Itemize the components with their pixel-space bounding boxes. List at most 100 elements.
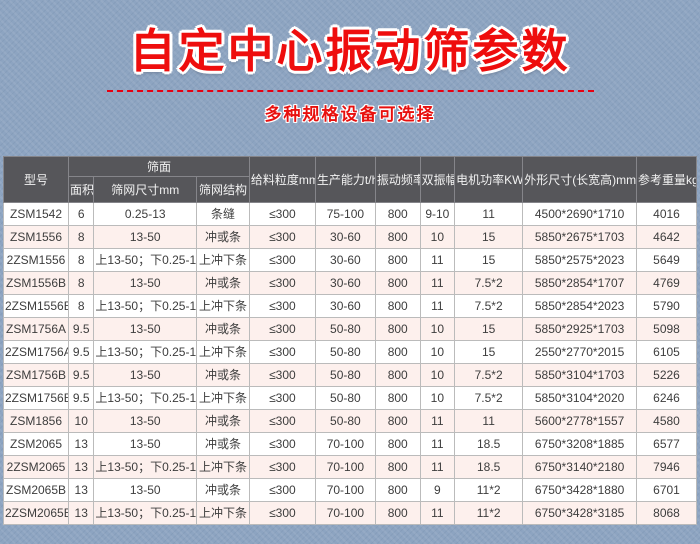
table-cell: 10: [68, 408, 95, 433]
table-row: 2ZSM2065B 13 上13-50；下0.25-13 上冲下条 ≤300 70-100…: [2, 500, 698, 525]
col-header-motor-power: 电机功率KW: [454, 155, 524, 203]
table-cell: 75-100: [314, 201, 376, 226]
table-cell: 13: [68, 500, 95, 525]
table-cell: ZSM2065B: [2, 477, 70, 502]
col-header-screen-surface: 筛面: [68, 155, 250, 177]
table-cell: 8: [68, 293, 95, 318]
table-cell: 18.5: [454, 454, 524, 479]
table-cell: 13-50: [93, 316, 198, 341]
table-cell: ≤300: [248, 316, 316, 341]
table-cell: ZSM1756B: [2, 362, 70, 387]
table-cell: 800: [374, 385, 421, 410]
table-cell: 4500*2690*1710: [522, 201, 637, 226]
col-header-frequency: 振动频率: [374, 155, 421, 203]
table-cell: 11*2: [454, 500, 524, 525]
table-cell: 5850*2854*2023: [522, 293, 637, 318]
table-cell: 13: [68, 477, 95, 502]
table-cell: ≤300: [248, 339, 316, 364]
table-cell: ZSM2065: [2, 431, 70, 456]
table-cell: 冲或条: [196, 477, 250, 502]
table-cell: 6750*3208*1885: [522, 431, 637, 456]
table-cell: 上13-50；下0.25-13: [93, 454, 198, 479]
table-cell: 10: [419, 224, 456, 249]
table-cell: 2ZSM1556: [2, 247, 70, 272]
spec-table: 型号 筛面 给料粒度mm 生产能力t/h 振动频率 双振幅 电机功率KW 外形尺…: [2, 155, 698, 525]
table-cell: 上冲下条: [196, 293, 250, 318]
table-cell: 50-80: [314, 408, 376, 433]
table-cell: ≤300: [248, 477, 316, 502]
table-cell: 13-50: [93, 270, 198, 295]
table-cell: 上13-50；下0.25-13: [93, 293, 198, 318]
table-cell: 4016: [635, 201, 698, 226]
table-cell: 2550*2770*2015: [522, 339, 637, 364]
col-header-feed-size: 给料粒度mm: [248, 155, 316, 203]
table-cell: 30-60: [314, 293, 376, 318]
table-row: 2ZSM1756B 9.5 上13-50；下0.25-13 上冲下条 ≤300 50-80…: [2, 385, 698, 410]
table-cell: ZSM1856: [2, 408, 70, 433]
table-cell: 50-80: [314, 385, 376, 410]
table-cell: ≤300: [248, 293, 316, 318]
table-cell: 6750*3140*2180: [522, 454, 637, 479]
table-cell: 15: [454, 247, 524, 272]
table-cell: 800: [374, 454, 421, 479]
table-cell: 10: [419, 339, 456, 364]
table-cell: ≤300: [248, 431, 316, 456]
table-cell: 7.5*2: [454, 385, 524, 410]
table-cell: 5098: [635, 316, 698, 341]
table-cell: 上冲下条: [196, 500, 250, 525]
table-cell: ≤300: [248, 201, 316, 226]
col-header-weight: 参考重量kg: [635, 155, 698, 203]
table-cell: 6105: [635, 339, 698, 364]
table-cell: 800: [374, 500, 421, 525]
table-cell: 70-100: [314, 431, 376, 456]
table-cell: 6: [68, 201, 95, 226]
table-cell: 冲或条: [196, 224, 250, 249]
table-cell: 11: [419, 454, 456, 479]
table-cell: 800: [374, 408, 421, 433]
table-cell: 18.5: [454, 431, 524, 456]
table-cell: 5850*2675*1703: [522, 224, 637, 249]
table-cell: 5850*2925*1703: [522, 316, 637, 341]
table-cell: 0.25-13: [93, 201, 198, 226]
table-cell: 70-100: [314, 500, 376, 525]
table-row: 2ZSM2065 13 上13-50；下0.25-13 上冲下条 ≤300 70-100 8…: [2, 454, 698, 479]
table-cell: 8068: [635, 500, 698, 525]
table-cell: 800: [374, 362, 421, 387]
spec-table-body: ZSM1542 6 0.25-13 条缝 ≤300 75-100 800 9-10 11 4500…: [2, 201, 698, 525]
col-header-area: 面积: [68, 175, 95, 203]
col-header-amplitude: 双振幅: [419, 155, 456, 203]
table-cell: 上13-50；下0.25-13: [93, 385, 198, 410]
table-cell: 800: [374, 339, 421, 364]
table-cell: 9: [419, 477, 456, 502]
page-subtitle: 多种规格设备可选择: [264, 104, 436, 124]
table-cell: 11*2: [454, 477, 524, 502]
table-cell: 50-80: [314, 362, 376, 387]
table-cell: 6750*3428*3185: [522, 500, 637, 525]
table-cell: 5850*3104*1703: [522, 362, 637, 387]
table-cell: 11: [419, 293, 456, 318]
table-cell: 9.5: [68, 339, 95, 364]
table-cell: 11: [419, 500, 456, 525]
table-cell: 冲或条: [196, 431, 250, 456]
table-cell: 5226: [635, 362, 698, 387]
table-cell: 5600*2778*1557: [522, 408, 637, 433]
table-row: ZSM1856 10 13-50 冲或条 ≤300 50-80 800 11 11 5600*27…: [2, 408, 698, 433]
hero-section: 自定中心振动筛参数 多种规格设备可选择: [0, 0, 700, 125]
table-cell: 上13-50；下0.25-13: [93, 247, 198, 272]
table-cell: 4580: [635, 408, 698, 433]
table-cell: 冲或条: [196, 408, 250, 433]
table-cell: 上冲下条: [196, 247, 250, 272]
table-cell: 800: [374, 201, 421, 226]
table-cell: ≤300: [248, 247, 316, 272]
table-cell: ZSM1756A: [2, 316, 70, 341]
col-header-mesh-size: 筛网尺寸mm: [93, 175, 198, 203]
table-cell: 上冲下条: [196, 385, 250, 410]
table-cell: 冲或条: [196, 270, 250, 295]
table-cell: 9.5: [68, 362, 95, 387]
table-row: 2ZSM1756A 9.5 上13-50；下0.25-13 上冲下条 ≤300 50-80…: [2, 339, 698, 364]
table-cell: 11: [454, 201, 524, 226]
table-cell: 15: [454, 339, 524, 364]
table-cell: 9.5: [68, 316, 95, 341]
table-cell: 2ZSM1756B: [2, 385, 70, 410]
table-cell: 70-100: [314, 477, 376, 502]
